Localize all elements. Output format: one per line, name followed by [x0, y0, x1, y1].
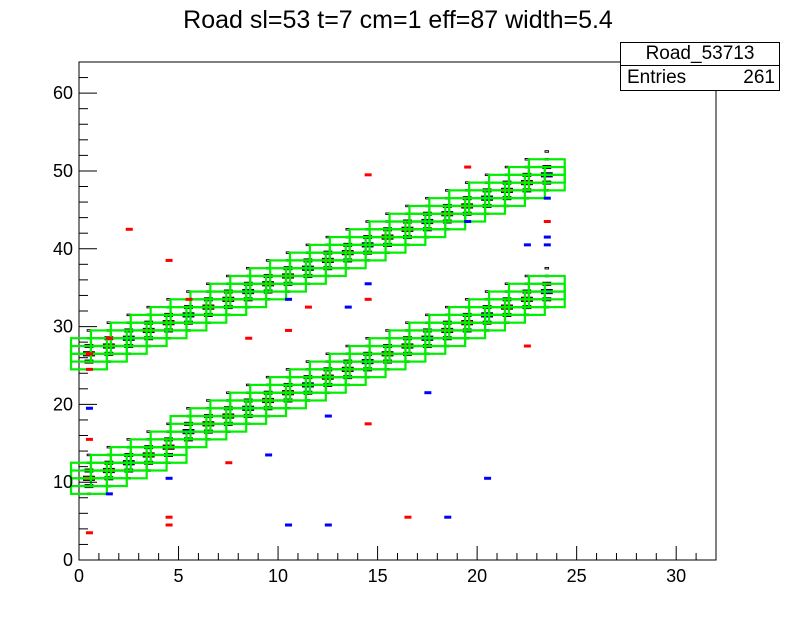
blue-hit: [85, 406, 93, 410]
plot-frame: [78, 61, 717, 561]
road-boxes: [69, 158, 566, 495]
axes: 0 5 10 15 20 25 30 0 10 20 30 40 50 60: [53, 61, 717, 586]
red-hit: [85, 367, 93, 371]
blue-hit: [464, 220, 472, 224]
lower-road-cell: [544, 266, 550, 270]
chart-title: Road sl=53 t=7 cm=1 eff=87 width=5.4: [183, 6, 613, 34]
y-tick-label: 30: [53, 317, 73, 337]
upper-road-box: [527, 158, 566, 176]
entries-value: 261: [743, 67, 775, 88]
x-tick-label: 25: [567, 566, 587, 586]
red-hit: [165, 515, 173, 519]
blue-hit: [324, 523, 332, 527]
blue-hit: [444, 515, 452, 519]
x-tick-label: 10: [268, 566, 288, 586]
entries-row: Entries 261: [621, 66, 779, 90]
red-hit: [85, 352, 93, 356]
blue-hit: [324, 414, 332, 418]
red-hit: [364, 173, 372, 177]
red-hit: [523, 344, 531, 348]
blue-hit: [105, 492, 113, 496]
entries-label: Entries: [627, 67, 687, 88]
blue-hit: [344, 305, 352, 309]
red-hit: [464, 165, 472, 169]
red-hit: [125, 227, 133, 231]
y-tick-label: 10: [53, 472, 73, 492]
x-tick-label: 15: [368, 566, 388, 586]
blue-hit: [364, 282, 372, 286]
y-tick-label: 40: [53, 239, 73, 259]
histogram-name: Road_53713: [621, 43, 779, 66]
y-tick-label: 0: [63, 550, 73, 570]
lower-road-box: [527, 274, 566, 293]
red-hit: [165, 258, 173, 262]
hit-markers: [85, 165, 551, 535]
blue-hit: [265, 453, 273, 457]
blue-hit: [424, 391, 432, 395]
blue-hit: [543, 235, 551, 239]
x-tick-label: 5: [174, 566, 184, 586]
red-hit: [165, 523, 173, 527]
red-hit: [543, 220, 551, 224]
red-hit: [245, 336, 253, 340]
red-hit: [105, 336, 113, 340]
statistics-box: Road_53713 Entries 261: [620, 42, 780, 91]
blue-hit: [543, 243, 551, 247]
y-tick-label: 60: [53, 83, 73, 103]
red-hit: [85, 437, 93, 441]
x-tick-label: 20: [467, 566, 487, 586]
upper-road-cell: [544, 150, 550, 153]
red-hit: [364, 422, 372, 426]
red-hit: [85, 531, 93, 535]
blue-hit: [285, 523, 293, 527]
blue-hit: [523, 243, 531, 247]
blue-hit: [285, 297, 293, 301]
red-hit: [304, 305, 312, 309]
blue-hit: [165, 476, 173, 480]
y-tick-label: 20: [53, 394, 73, 414]
red-hit: [225, 461, 233, 465]
x-tick-label: 30: [666, 566, 686, 586]
blue-hit: [484, 476, 492, 480]
red-hit: [185, 297, 193, 301]
blue-hit: [543, 196, 551, 200]
red-hit: [364, 297, 372, 301]
plot-frame-border: [78, 61, 717, 561]
x-tick-label: 0: [74, 566, 84, 586]
red-hit: [285, 328, 293, 332]
y-tick-label: 50: [53, 161, 73, 181]
red-hit: [404, 515, 412, 519]
